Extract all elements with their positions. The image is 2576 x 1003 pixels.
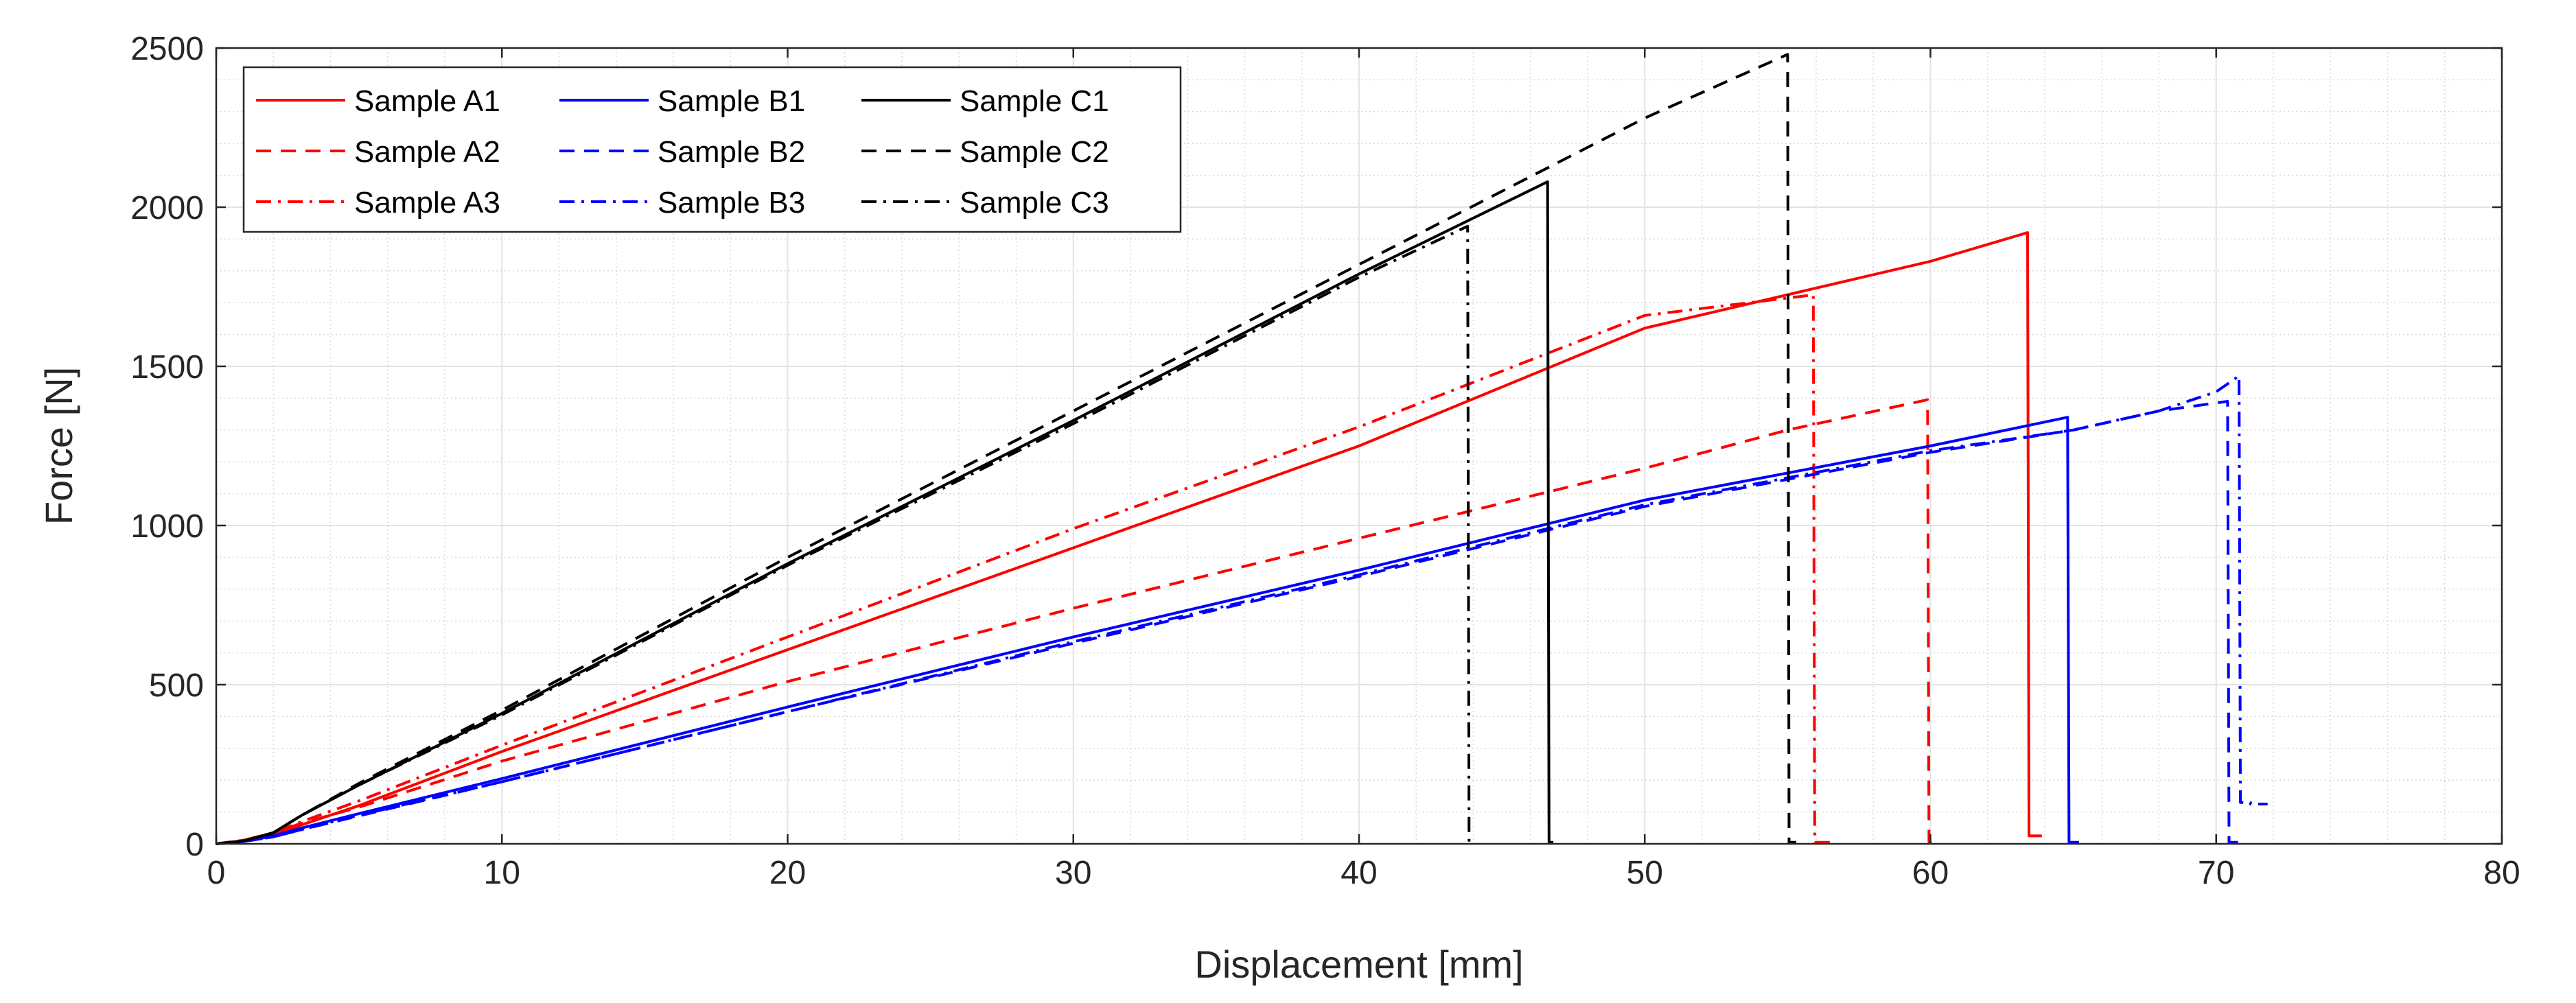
legend-label: Sample C3 xyxy=(960,186,1109,220)
legend-label: Sample B1 xyxy=(658,84,805,118)
x-axis-ticks: 0 10 20 30 40 50 60 70 80 xyxy=(207,48,2520,891)
x-tick-label: 30 xyxy=(1055,855,1091,891)
legend-label: Sample B3 xyxy=(658,186,805,220)
legend-label: Sample A2 xyxy=(354,135,500,169)
legend-label: Sample A3 xyxy=(354,186,500,220)
series-line-sample-c2 xyxy=(216,53,1796,845)
y-tick-label: 0 xyxy=(185,827,204,863)
x-axis-label: Displacement [mm] xyxy=(1194,943,1523,986)
x-tick-label: 20 xyxy=(769,855,806,891)
x-tick-label: 80 xyxy=(2483,855,2520,891)
series-line-sample-b3 xyxy=(216,374,2268,845)
series-layer xyxy=(216,53,2268,845)
y-tick-label: 2000 xyxy=(130,190,204,226)
legend-label: Sample A1 xyxy=(354,84,500,118)
y-tick-label: 500 xyxy=(149,668,204,704)
y-axis-label: Force [N] xyxy=(37,367,80,525)
x-tick-label: 60 xyxy=(1912,855,1949,891)
x-tick-label: 0 xyxy=(207,855,226,891)
y-axis-ticks: 0 500 1000 1500 2000 2500 xyxy=(130,31,2502,863)
x-tick-label: 50 xyxy=(1627,855,1663,891)
series-line-sample-c3 xyxy=(216,224,1474,845)
legend: Sample A1 Sample A2 Sample A3 Sample B1 Samp… xyxy=(242,66,1182,233)
y-tick-label: 2500 xyxy=(130,31,204,67)
series-line-sample-a1 xyxy=(216,231,2042,845)
y-tick-label: 1000 xyxy=(130,508,204,545)
series-line-sample-b2 xyxy=(216,400,2245,845)
legend-label: Sample B2 xyxy=(658,135,805,169)
legend-box xyxy=(242,66,1182,233)
x-tick-label: 70 xyxy=(2198,855,2234,891)
x-tick-label: 40 xyxy=(1341,855,1377,891)
legend-label: Sample C1 xyxy=(960,84,1109,118)
legend-label: Sample C2 xyxy=(960,135,1109,169)
x-tick-label: 10 xyxy=(484,855,520,891)
y-tick-label: 1500 xyxy=(130,349,204,386)
